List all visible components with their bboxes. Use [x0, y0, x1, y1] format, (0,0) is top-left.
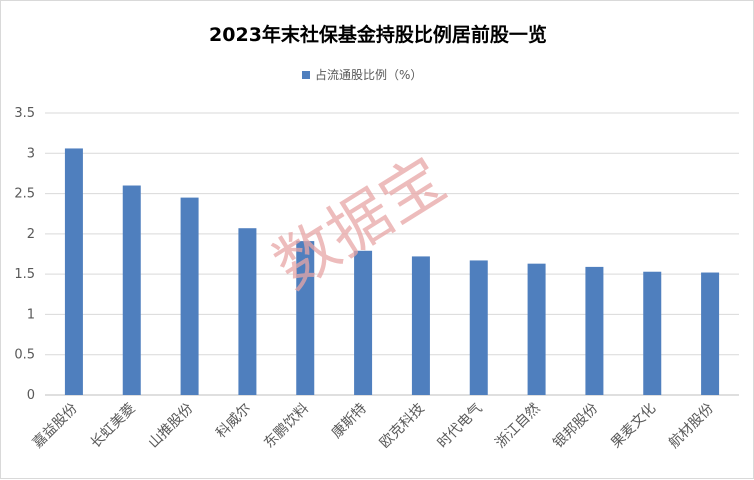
x-tick-label: 欧克科技 — [377, 401, 428, 452]
x-tick-label: 嘉益股份 — [30, 401, 81, 452]
bar — [585, 266, 604, 395]
bar — [296, 241, 315, 395]
bars — [64, 148, 720, 395]
bar — [180, 197, 199, 395]
y-tick-label: 1 — [27, 307, 35, 322]
y-tick-label: 3.5 — [14, 106, 35, 121]
x-tick-label: 山推股份 — [146, 401, 197, 452]
gridlines — [45, 112, 739, 396]
chart-title: 2023年末社保基金持股比例居前股一览 — [209, 23, 547, 46]
y-tick-label: 3 — [27, 146, 35, 161]
x-tick-label: 果麦文化 — [608, 401, 659, 452]
bar — [122, 185, 141, 395]
legend-swatch — [302, 71, 310, 79]
bar — [643, 271, 662, 395]
x-tick-label: 航材股份 — [666, 401, 717, 452]
x-tick-label: 银邦股份 — [550, 401, 601, 452]
x-tick-label: 东鹏饮料 — [261, 401, 312, 452]
x-tick-label: 长虹美菱 — [88, 401, 139, 452]
x-tick-label: 康斯特 — [328, 400, 370, 442]
x-tick-label: 科威尔 — [213, 401, 254, 442]
legend-label: 占流通股比例（%） — [315, 67, 422, 82]
bar — [527, 263, 546, 395]
y-tick-label: 0.5 — [14, 348, 35, 363]
y-tick-label: 2 — [27, 227, 35, 242]
bar — [64, 148, 83, 395]
bar — [411, 256, 430, 395]
y-tick-label: 2.5 — [14, 187, 35, 202]
y-tick-label: 1.5 — [14, 267, 35, 282]
x-tick-label: 浙江自然 — [492, 400, 544, 452]
bar — [701, 272, 720, 395]
bar — [469, 260, 488, 395]
x-tick-labels: 嘉益股份 长虹美菱 山推股份 科威尔 东鹏饮料 康斯特 欧克科技 时代电气 浙江自然 银邦股份 果麦… — [30, 400, 717, 452]
x-tick-label: 时代电气 — [435, 401, 486, 452]
bar — [238, 228, 257, 395]
y-tick-labels: 0 0.5 1 1.5 2 2.5 3 3.5 — [14, 106, 35, 403]
bar — [354, 250, 373, 395]
y-tick-label: 0 — [27, 388, 35, 403]
